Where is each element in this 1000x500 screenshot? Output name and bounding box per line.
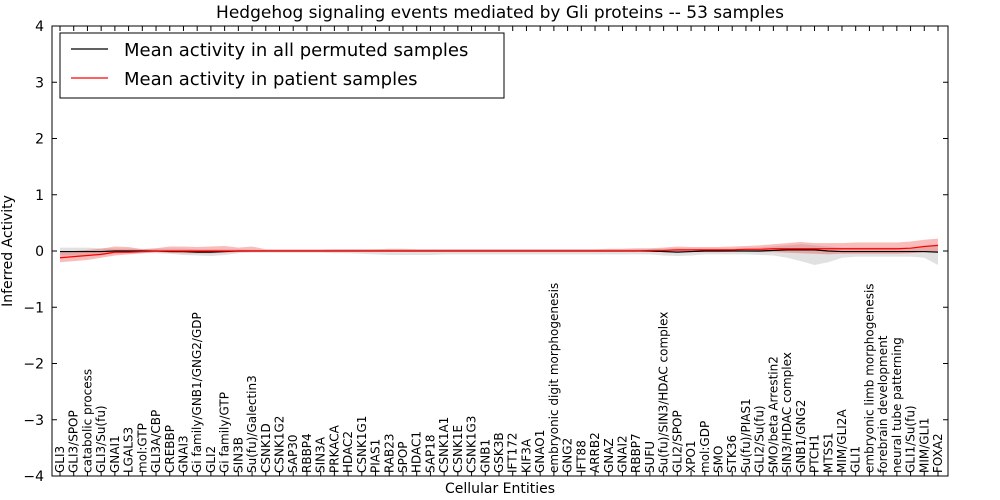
- x-category-label: GLI2/SPOP: [670, 410, 684, 473]
- x-category-label: ARRB2: [588, 432, 602, 473]
- x-category-label: SAP18: [423, 434, 437, 473]
- x-category-label: mol:GTP: [135, 423, 149, 473]
- x-category-label: GNB1: [478, 439, 492, 473]
- x-category-label: HDAC2: [341, 431, 355, 473]
- x-category-label: SMO: [712, 446, 726, 473]
- legend-label-patient: Mean activity in patient samples: [124, 69, 418, 90]
- legend: Mean activity in all permuted samples Me…: [59, 32, 505, 99]
- x-category-label: SIN3B: [231, 437, 245, 473]
- x-category-label: Gi family/GTP: [218, 392, 232, 473]
- x-axis: GLI3 GLI3/SPOP catabolic process GLI3/Su(fu…: [53, 26, 945, 476]
- x-category-label: IFT172: [506, 433, 520, 473]
- patient-mean-line: [59, 244, 939, 259]
- x-category-label: CSNK1G2: [273, 416, 287, 473]
- x-category-label: XPO1: [684, 440, 698, 473]
- x-category-label: RBBP4: [300, 433, 314, 473]
- y-axis-label: Inferred Activity: [0, 195, 16, 307]
- y-axis: −4 −3 −2 −1 0 1 2 3 4: [23, 19, 948, 485]
- x-category-label: embryonic limb morphogenesis: [862, 283, 876, 473]
- x-category-label: SPOP: [396, 441, 410, 473]
- x-category-label: SIN3/HDAC complex: [780, 352, 794, 473]
- x-category-label: Su(fu)/PIAS1: [739, 398, 753, 473]
- x-category-label: GLI2/Su(fu): [753, 405, 767, 473]
- x-category-label: mol:GDP: [698, 421, 712, 473]
- x-category-label: KIF3A: [519, 438, 533, 473]
- x-category-label: MTSS1: [821, 432, 835, 473]
- x-category-label: embryonic digit morphogenesis: [547, 283, 561, 473]
- x-category-label: GNAO1: [533, 430, 547, 473]
- x-category-label: SAP30: [286, 434, 300, 473]
- x-category-label: PIAS1: [369, 439, 383, 473]
- x-category-label: catabolic process: [80, 369, 94, 473]
- x-category-label: CSNK1E: [451, 425, 465, 473]
- y-tick-label: −1: [23, 300, 44, 316]
- y-tick-label: 3: [35, 75, 44, 91]
- x-category-label: STK36: [725, 435, 739, 473]
- x-category-label: Su(fu)/SIN3/HDAC complex: [657, 312, 671, 473]
- y-tick-label: 0: [35, 244, 44, 260]
- series-lines: [59, 244, 939, 259]
- x-category-label: GNAI3: [176, 435, 190, 473]
- x-category-label: MIM/GLI2A: [835, 409, 849, 473]
- x-category-label: RBBP7: [629, 433, 643, 473]
- legend-box: [59, 32, 505, 99]
- x-category-label: GNAI2: [615, 435, 629, 473]
- x-category-label: HDAC1: [410, 431, 424, 473]
- y-tick-label: −2: [23, 357, 44, 373]
- x-category-label: CSNK1G1: [355, 416, 369, 473]
- x-category-label: SMO/beta Arrestin2: [766, 356, 780, 473]
- x-axis-label: Cellular Entities: [445, 481, 555, 497]
- x-category-label: neural tube patterning: [890, 337, 904, 473]
- x-category-label: GLI3A/CBP: [149, 410, 163, 473]
- x-category-label: RAB23: [382, 433, 396, 473]
- y-tick-label: −4: [23, 469, 44, 485]
- x-category-label: GSK3B: [492, 432, 506, 473]
- y-tick-label: 4: [35, 19, 44, 35]
- x-category-label: Su(fu)/Galectin3: [245, 375, 259, 473]
- y-tick-label: 2: [35, 132, 44, 148]
- x-category-label: GLI2: [204, 446, 218, 473]
- x-category-label: GNG2: [561, 438, 575, 473]
- x-category-label: FOXA2: [931, 433, 945, 473]
- x-category-label: CSNK1G3: [465, 416, 479, 473]
- y-tick-label: −3: [23, 413, 44, 429]
- x-category-label: PTCH1: [808, 434, 822, 473]
- x-category-label: GLI3: [53, 446, 67, 473]
- x-category-label: MIM/GLI1: [917, 418, 931, 473]
- legend-label-permuted: Mean activity in all permuted samples: [124, 40, 468, 61]
- x-category-label: GLI3/Su(fu): [94, 405, 108, 473]
- y-tick-label: 1: [35, 188, 44, 204]
- x-category-label: SIN3A: [314, 436, 328, 473]
- x-category-label: LGALS3: [122, 427, 136, 473]
- x-category-label: forebrain development: [876, 335, 890, 473]
- chart-title: Hedgehog signaling events mediated by Gl…: [216, 3, 784, 23]
- x-category-label: SUFU: [643, 441, 657, 473]
- x-category-label: GLI1: [849, 446, 863, 473]
- x-category-label: PRKACA: [327, 424, 341, 473]
- x-category-label: CREBBP: [163, 425, 177, 473]
- x-category-label: GLI1/Su(fu): [904, 405, 918, 473]
- x-category-label: GNB1/GNG2: [794, 400, 808, 473]
- x-category-label: IFT88: [574, 440, 588, 473]
- x-category-label: GNAZ: [602, 438, 616, 473]
- x-category-label: GLI3/SPOP: [67, 410, 81, 473]
- x-category-label: CSNK1D: [259, 423, 273, 473]
- x-category-label: Gi family/GNB1/GNG2/GDP: [190, 312, 204, 473]
- x-category-label: CSNK1A1: [437, 417, 451, 473]
- x-category-label: GNAI1: [108, 435, 122, 473]
